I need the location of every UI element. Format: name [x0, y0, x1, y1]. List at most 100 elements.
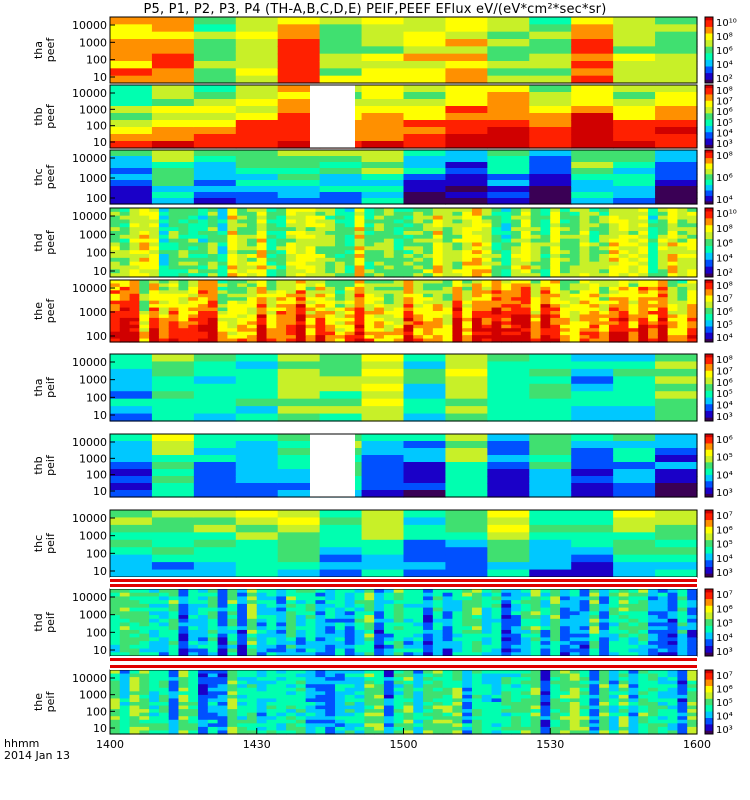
spectrogram-cell: [403, 398, 447, 407]
spectrogram-cell: [648, 297, 659, 302]
spectrogram-cell: [569, 283, 581, 288]
spectrogram-cell: [344, 618, 356, 624]
spectrogram-cell: [677, 589, 688, 594]
spectrogram-cell: [119, 335, 131, 340]
spectrogram-cell: [487, 85, 530, 93]
spectrogram-cell: [560, 607, 571, 612]
spectrogram-cell: [235, 539, 279, 548]
spectrogram-cell: [530, 297, 542, 302]
spectrogram-cell: [335, 626, 346, 631]
spectrogram-cell: [403, 273, 414, 278]
spectrogram-cell: [286, 622, 297, 627]
spectrogram-cell: [511, 238, 522, 244]
spectrogram-cell: [277, 413, 321, 422]
spectrogram-cell: [403, 269, 414, 274]
spectrogram-cell: [613, 368, 656, 377]
spectrogram-cell: [638, 607, 649, 612]
spectrogram-cell: [139, 691, 150, 696]
spectrogram-cell: [501, 652, 512, 657]
spectrogram-cell: [277, 141, 321, 149]
spectrogram-cell: [571, 391, 614, 400]
spectrogram-cell: [217, 314, 228, 319]
spectrogram-cell: [246, 615, 258, 620]
spectrogram-cell: [628, 641, 639, 646]
y-tick-label: 10: [93, 565, 107, 578]
spectrogram-cell: [276, 314, 287, 319]
spectrogram-cell: [608, 208, 620, 213]
spectrogram-cell: [608, 297, 620, 302]
spectrogram-cell: [657, 589, 669, 594]
spectrogram-cell: [149, 242, 160, 247]
spectrogram-cell: [207, 257, 219, 263]
colorbar-segment: [705, 295, 713, 298]
spectrogram-cell: [481, 592, 493, 598]
spectrogram-cell: [286, 644, 297, 650]
spectrogram-cell: [462, 596, 473, 601]
spectrogram-cell: [374, 641, 385, 646]
spectrogram-cell: [423, 641, 434, 646]
spectrogram-cell: [471, 280, 483, 285]
spectrogram-cell: [677, 648, 688, 653]
spectrogram-cell: [667, 311, 679, 316]
spectrogram-cell: [569, 589, 581, 594]
spectrogram-cell: [193, 448, 237, 456]
spectrogram-cell: [110, 46, 153, 55]
spectrogram-cell: [571, 406, 614, 415]
spectrogram-cell: [589, 618, 600, 624]
spectrogram-cell: [139, 652, 150, 657]
spectrogram-cell: [198, 231, 209, 236]
spectrogram-cell: [403, 648, 414, 653]
spectrogram-cell: [413, 227, 424, 232]
spectrogram-cell: [151, 441, 195, 449]
spectrogram-cell: [139, 719, 150, 724]
spectrogram-cell: [648, 603, 659, 609]
colorbar-tick-label: 10²: [716, 268, 733, 279]
spectrogram-cell: [608, 644, 620, 650]
spectrogram-cell: [655, 53, 698, 62]
spectrogram-cell: [217, 215, 228, 221]
spectrogram-cell: [158, 242, 170, 247]
spectrogram-cell: [325, 257, 336, 263]
spectrogram-cell: [628, 211, 639, 217]
spectrogram-cell: [110, 691, 121, 696]
spectrogram-cell: [423, 314, 434, 319]
spectrogram-cell: [168, 265, 180, 270]
spectrogram-cell: [361, 490, 405, 498]
spectrogram-cell: [529, 162, 572, 169]
spectrogram-cell: [571, 162, 614, 169]
spectrogram-cell: [110, 113, 153, 121]
spectrogram-cell: [217, 673, 228, 678]
spectrogram-cell: [511, 246, 522, 251]
spectrogram-cell: [529, 448, 572, 456]
spectrogram-cell: [235, 150, 279, 157]
spectrogram-cell: [571, 31, 614, 40]
spectrogram-cell: [151, 354, 195, 363]
colorbar-segment: [705, 632, 713, 635]
spectrogram-cell: [266, 633, 277, 638]
spectrogram-cell: [361, 150, 405, 157]
spectrogram-cell: [129, 633, 140, 638]
spectrogram-cell: [540, 290, 551, 295]
spectrogram-cell: [354, 652, 365, 657]
spectrogram-cell: [277, 24, 321, 33]
spectrogram-cell: [550, 321, 561, 326]
colorbar-tick-label: 10⁶: [716, 239, 733, 250]
spectrogram-cell: [129, 257, 140, 263]
spectrogram-cell: [462, 615, 473, 620]
spectrogram-cell: [158, 300, 170, 305]
spectrogram-cell: [198, 680, 209, 685]
spectrogram-cell: [569, 611, 581, 616]
spectrogram-cell: [540, 257, 551, 263]
colorbar-segment: [705, 340, 713, 343]
spectrogram-cell: [613, 469, 656, 477]
spectrogram-cell: [319, 406, 363, 415]
spectrogram-cell: [687, 246, 698, 251]
colorbar-segment: [705, 495, 713, 498]
spectrogram-cell: [599, 600, 610, 605]
spectrogram-cell: [560, 338, 571, 343]
spectrogram-cell: [151, 517, 195, 526]
spectrogram-cell: [608, 269, 620, 274]
spectrogram-cell: [613, 413, 656, 422]
spectrogram-cell: [344, 286, 356, 291]
spectrogram-cell: [608, 227, 620, 232]
